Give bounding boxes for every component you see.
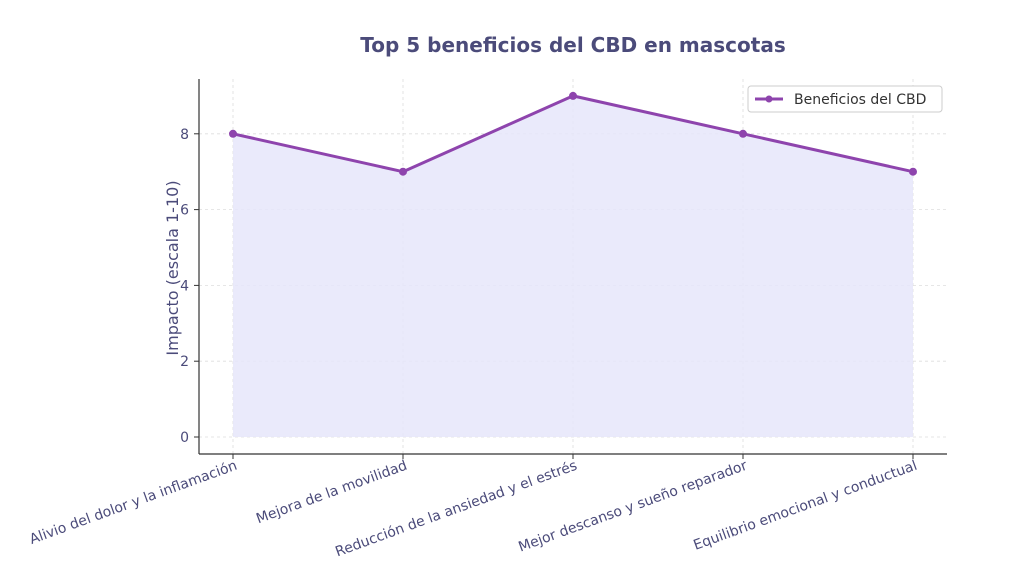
y-tick-label: 4	[180, 278, 189, 294]
legend: Beneficios del CBD	[747, 85, 943, 113]
y-tick-label: 6	[180, 203, 189, 219]
area-fill	[233, 95, 913, 438]
data-point	[229, 129, 237, 138]
legend-box	[747, 85, 943, 113]
y-tick-label: 2	[180, 354, 189, 370]
legend-marker	[765, 95, 773, 103]
data-point	[569, 91, 577, 100]
y-axis-ticks: 0 2 4 6 8	[180, 127, 199, 446]
data-point	[739, 129, 747, 138]
legend-label: Beneficios del CBD	[794, 92, 926, 108]
chart-title: Top 5 beneficios del CBD en mascotas	[360, 33, 785, 57]
y-axis-label: Impacto (escala 1-10)	[163, 180, 182, 355]
x-tick-label: Alivio del dolor y la inflamación	[28, 458, 240, 548]
data-point	[399, 167, 407, 176]
x-axis-ticks: Alivio del dolor y la inflamación Mejora …	[28, 454, 919, 560]
y-tick-label: 8	[180, 127, 189, 143]
x-tick-label: Mejora de la movilidad	[254, 458, 409, 528]
y-tick-label: 0	[180, 430, 189, 446]
data-points	[229, 91, 917, 176]
data-point	[909, 167, 917, 176]
